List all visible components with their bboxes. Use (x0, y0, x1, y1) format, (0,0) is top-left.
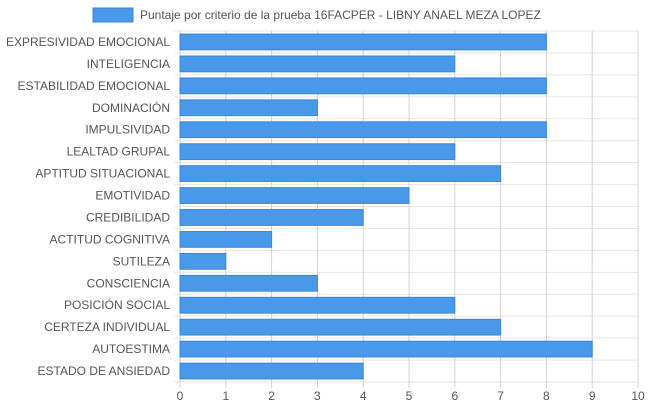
x-axis-tick-labels: 0 1 2 3 4 5 6 7 8 9 10 (177, 389, 645, 403)
bar[interactable] (179, 340, 593, 358)
y-axis-labels: EXPRESIVIDAD EMOCIONAL INTELIGENCIA ESTABI… (6, 35, 170, 378)
y-tick-label: IMPULSIVIDAD (85, 123, 170, 137)
bar[interactable] (179, 165, 502, 182)
y-tick-label: SUTILEZA (113, 254, 170, 268)
x-tick-label: 1 (222, 389, 229, 403)
bar[interactable] (179, 55, 456, 73)
x-tick-label: 0 (177, 389, 184, 403)
bar[interactable] (179, 318, 502, 336)
bar[interactable] (179, 99, 318, 117)
y-tick-label: AUTOESTIMA (92, 342, 170, 356)
bar[interactable] (179, 187, 410, 204)
x-tick-label: 7 (497, 389, 504, 403)
y-tick-label: EXPRESIVIDAD EMOCIONAL (6, 35, 170, 49)
x-tick-label: 6 (451, 389, 458, 403)
bar[interactable] (179, 77, 547, 95)
x-tick-label: 8 (543, 389, 550, 403)
bar[interactable] (179, 274, 318, 292)
bars (179, 33, 593, 380)
y-tick-label: ACTITUD COGNITIVA (50, 232, 170, 246)
y-tick-label: ESTABILIDAD EMOCIONAL (18, 79, 171, 93)
bar[interactable] (179, 296, 456, 314)
y-tick-label: DOMINACIÓN (92, 100, 170, 115)
bar[interactable] (179, 121, 547, 139)
x-tick-label: 5 (406, 389, 413, 403)
bar[interactable] (179, 209, 364, 226)
bar[interactable] (179, 33, 547, 51)
x-tick-label: 10 (631, 389, 645, 403)
x-tick-label: 4 (360, 389, 367, 403)
x-tick-label: 3 (314, 389, 321, 403)
x-tick-label: 9 (589, 389, 596, 403)
legend-label: Puntaje por criterio de la prueba 16FACP… (140, 8, 541, 22)
y-tick-label: ESTADO DE ANSIEDAD (38, 364, 171, 378)
y-tick-label: CREDIBILIDAD (86, 210, 170, 224)
y-tick-label: EMOTIVIDAD (95, 189, 170, 203)
y-tick-label: INTELIGENCIA (87, 57, 170, 71)
y-tick-label: POSICIÓN SOCIAL (64, 297, 170, 312)
bar[interactable] (179, 231, 273, 248)
bar[interactable] (179, 143, 456, 161)
y-tick-label: CONSCIENCIA (87, 276, 170, 290)
y-tick-label: LEALTAD GRUPAL (67, 145, 171, 159)
legend[interactable]: Puntaje por criterio de la prueba 16FACP… (92, 7, 541, 23)
bar[interactable] (179, 362, 364, 380)
legend-swatch (92, 7, 134, 23)
x-tick-label: 2 (268, 389, 275, 403)
bar[interactable] (179, 252, 227, 270)
y-tick-label: CERTEZA INDIVIDUAL (44, 320, 170, 334)
y-tick-label: APTITUD SITUACIONAL (35, 167, 170, 181)
